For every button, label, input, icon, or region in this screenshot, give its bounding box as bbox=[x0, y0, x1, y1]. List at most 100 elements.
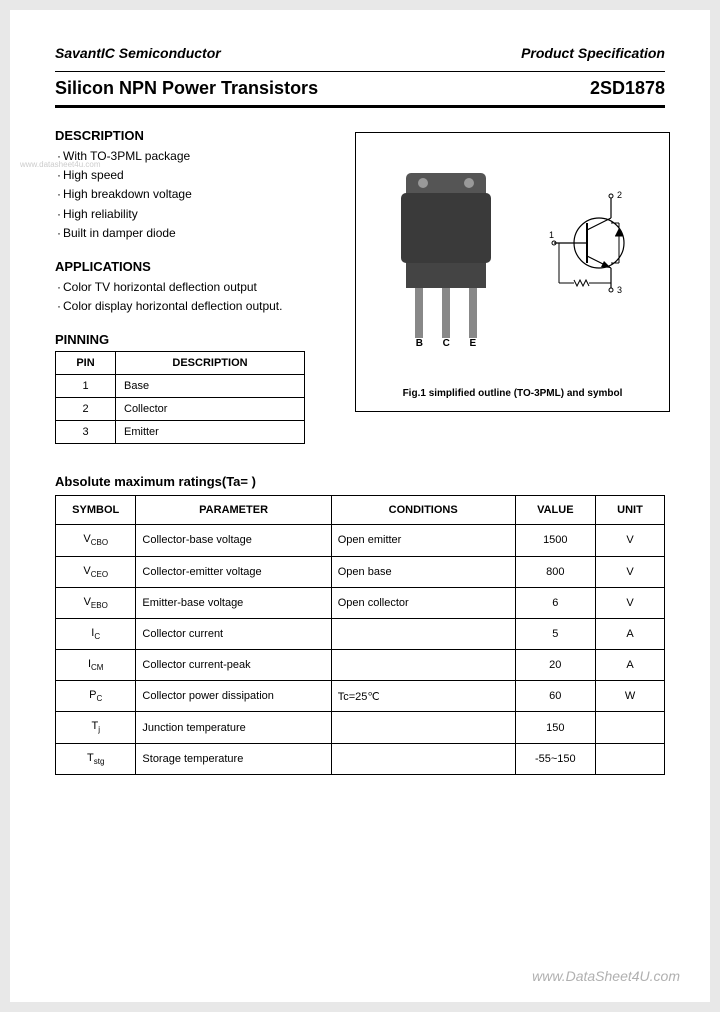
cell-unit bbox=[596, 743, 665, 774]
mounting-hole-icon bbox=[418, 178, 428, 188]
cell-param: Collector current bbox=[136, 618, 331, 649]
list-item: High reliability bbox=[57, 205, 335, 224]
part-number: 2SD1878 bbox=[590, 78, 665, 99]
product-title: Silicon NPN Power Transistors bbox=[55, 78, 318, 99]
leg-label: C bbox=[443, 338, 450, 349]
cell-param: Storage temperature bbox=[136, 743, 331, 774]
cell-unit: V bbox=[596, 587, 665, 618]
pin-label: 2 bbox=[617, 190, 622, 200]
watermark-bottom: www.DataSheet4U.com bbox=[532, 968, 680, 984]
datasheet-page: SavantIC Semiconductor Product Specifica… bbox=[10, 10, 710, 1002]
cell-symbol: ICM bbox=[56, 650, 136, 681]
table-row: ICCollector current 5A bbox=[56, 618, 665, 649]
watermark-left: www.datasheet4u.com bbox=[20, 160, 101, 169]
cell: Collector bbox=[116, 398, 305, 421]
title-row: Silicon NPN Power Transistors 2SD1878 bbox=[55, 72, 665, 105]
leg-labels: B C E bbox=[406, 338, 486, 349]
right-column: B C E bbox=[355, 112, 670, 444]
leg-icon bbox=[442, 288, 450, 338]
cell-value: 20 bbox=[515, 650, 595, 681]
table-row: TstgStorage temperature -55~150 bbox=[56, 743, 665, 774]
pinning-heading: PINNING bbox=[55, 332, 335, 347]
transistor-outline-icon: B C E bbox=[386, 173, 506, 343]
cell-value: -55~150 bbox=[515, 743, 595, 774]
col-header: VALUE bbox=[515, 496, 595, 525]
table-row: VEBOEmitter-base voltageOpen collector6V bbox=[56, 587, 665, 618]
table-row: VCEOCollector-emitter voltageOpen base80… bbox=[56, 556, 665, 587]
cell-cond: Open collector bbox=[331, 587, 515, 618]
cell: 3 bbox=[56, 421, 116, 444]
cell-param: Collector-emitter voltage bbox=[136, 556, 331, 587]
cell: 1 bbox=[56, 375, 116, 398]
cell: 2 bbox=[56, 398, 116, 421]
leg-label: E bbox=[469, 338, 476, 349]
cell-param: Junction temperature bbox=[136, 712, 331, 743]
cell-symbol: VEBO bbox=[56, 587, 136, 618]
cell-unit bbox=[596, 712, 665, 743]
cell-symbol: VCEO bbox=[56, 556, 136, 587]
col-header: PIN bbox=[56, 352, 116, 375]
applications-list: Color TV horizontal deflection output Co… bbox=[55, 278, 335, 316]
ratings-heading: Absolute maximum ratings(Ta= ) bbox=[55, 474, 665, 489]
cell-cond: Open emitter bbox=[331, 525, 515, 556]
table-header-row: PIN DESCRIPTION bbox=[56, 352, 305, 375]
cell-param: Collector current-peak bbox=[136, 650, 331, 681]
table-row: VCBOCollector-base voltageOpen emitter15… bbox=[56, 525, 665, 556]
table-row: ICMCollector current-peak20A bbox=[56, 650, 665, 681]
pinning-table: PIN DESCRIPTION 1 Base 2 Collector 3 Emi… bbox=[55, 351, 305, 444]
table-row: 3 Emitter bbox=[56, 421, 305, 444]
transistor-legs bbox=[406, 288, 486, 338]
cell-value: 800 bbox=[515, 556, 595, 587]
pin-label: 1 bbox=[549, 230, 554, 240]
content-row: DESCRIPTION With TO-3PML package High sp… bbox=[55, 112, 665, 444]
cell-symbol: Tj bbox=[56, 712, 136, 743]
list-item: Color display horizontal deflection outp… bbox=[57, 297, 335, 316]
applications-heading: APPLICATIONS bbox=[55, 259, 335, 274]
cell-cond bbox=[331, 712, 515, 743]
cell-value: 150 bbox=[515, 712, 595, 743]
table-row: TjJunction temperature 150 bbox=[56, 712, 665, 743]
col-header: PARAMETER bbox=[136, 496, 331, 525]
table-row: 2 Collector bbox=[56, 398, 305, 421]
company-name: SavantIC Semiconductor bbox=[55, 45, 221, 61]
col-header: DESCRIPTION bbox=[116, 352, 305, 375]
mounting-hole-icon bbox=[464, 178, 474, 188]
cell-unit: W bbox=[596, 681, 665, 712]
cell-cond bbox=[331, 650, 515, 681]
cell-value: 5 bbox=[515, 618, 595, 649]
cell: Emitter bbox=[116, 421, 305, 444]
ratings-table: SYMBOL PARAMETER CONDITIONS VALUE UNIT V… bbox=[55, 495, 665, 775]
cell-unit: V bbox=[596, 556, 665, 587]
cell-value: 1500 bbox=[515, 525, 595, 556]
cell-cond: Tc=25℃ bbox=[331, 681, 515, 712]
cell-param: Collector-base voltage bbox=[136, 525, 331, 556]
transistor-body bbox=[401, 193, 491, 263]
leg-icon bbox=[469, 288, 477, 338]
cell-param: Emitter-base voltage bbox=[136, 587, 331, 618]
description-heading: DESCRIPTION bbox=[55, 128, 335, 143]
table-row: 1 Base bbox=[56, 375, 305, 398]
cell-cond bbox=[331, 743, 515, 774]
cell-value: 60 bbox=[515, 681, 595, 712]
cell-cond: Open base bbox=[331, 556, 515, 587]
transistor-lower bbox=[406, 263, 486, 288]
figure-caption: Fig.1 simplified outline (TO-3PML) and s… bbox=[356, 388, 669, 399]
cell-symbol: IC bbox=[56, 618, 136, 649]
list-item: Color TV horizontal deflection output bbox=[57, 278, 335, 297]
col-header: SYMBOL bbox=[56, 496, 136, 525]
leg-label: B bbox=[416, 338, 423, 349]
transistor-symbol-icon: 1 2 3 bbox=[549, 188, 649, 308]
cell-cond bbox=[331, 618, 515, 649]
header-row: SavantIC Semiconductor Product Specifica… bbox=[55, 45, 665, 61]
table-header-row: SYMBOL PARAMETER CONDITIONS VALUE UNIT bbox=[56, 496, 665, 525]
list-item: Built in damper diode bbox=[57, 224, 335, 243]
table-row: PCCollector power dissipationTc=25℃60W bbox=[56, 681, 665, 712]
cell-symbol: VCBO bbox=[56, 525, 136, 556]
cell: Base bbox=[116, 375, 305, 398]
leg-icon bbox=[415, 288, 423, 338]
cell-symbol: PC bbox=[56, 681, 136, 712]
col-header: UNIT bbox=[596, 496, 665, 525]
cell-param: Collector power dissipation bbox=[136, 681, 331, 712]
cell-symbol: Tstg bbox=[56, 743, 136, 774]
cell-unit: A bbox=[596, 618, 665, 649]
